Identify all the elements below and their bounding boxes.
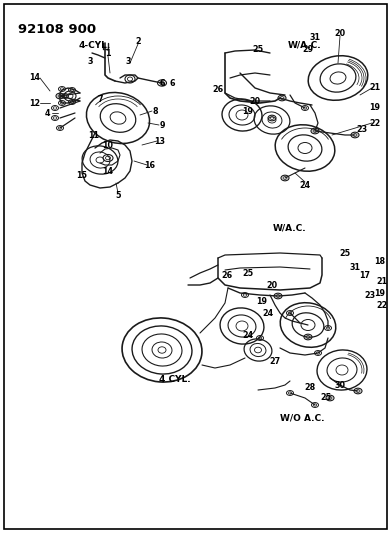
Text: 19: 19 [375, 288, 386, 297]
Text: 16: 16 [145, 160, 156, 169]
Text: 18: 18 [375, 256, 386, 265]
Text: 26: 26 [212, 85, 224, 93]
Text: 19: 19 [256, 296, 267, 305]
Text: 9: 9 [159, 120, 165, 130]
Text: 92108 900: 92108 900 [18, 23, 96, 36]
Text: 23: 23 [364, 290, 376, 300]
Text: W/A.C.: W/A.C. [273, 223, 307, 232]
Text: 20: 20 [266, 280, 278, 289]
Text: 20: 20 [334, 28, 346, 37]
Text: 10: 10 [102, 141, 113, 149]
Text: 13: 13 [154, 136, 165, 146]
Text: 12: 12 [29, 99, 41, 108]
Text: 24: 24 [300, 181, 310, 190]
Text: 25: 25 [242, 269, 253, 278]
Text: 4 CYL.: 4 CYL. [159, 376, 191, 384]
Text: 25: 25 [339, 248, 351, 257]
Text: 25: 25 [321, 393, 332, 402]
Text: 22: 22 [369, 118, 380, 127]
Text: 4: 4 [44, 109, 50, 117]
Text: 17: 17 [359, 271, 371, 279]
Text: 4-CYL.: 4-CYL. [79, 41, 111, 50]
Text: 19: 19 [242, 107, 253, 116]
Text: 14: 14 [102, 166, 113, 175]
Text: 7: 7 [97, 95, 103, 104]
Text: 21: 21 [369, 84, 380, 93]
Text: 6: 6 [159, 78, 165, 87]
Text: 30: 30 [334, 381, 346, 390]
Text: 8: 8 [152, 107, 158, 116]
Text: 6: 6 [169, 78, 175, 87]
Text: 24: 24 [242, 330, 253, 340]
Text: 14: 14 [29, 74, 41, 83]
Text: W/O A.C.: W/O A.C. [280, 414, 324, 423]
Text: 27: 27 [269, 357, 281, 366]
Text: 3: 3 [87, 56, 93, 66]
Text: 21: 21 [377, 277, 387, 286]
Text: 31: 31 [310, 34, 321, 43]
Text: 2: 2 [135, 36, 141, 45]
Text: 31: 31 [350, 262, 361, 271]
Text: 26: 26 [221, 271, 233, 279]
Text: 23: 23 [357, 125, 368, 134]
Text: 3: 3 [125, 56, 131, 66]
Text: 11: 11 [88, 132, 99, 141]
Text: W/A.C.: W/A.C. [288, 41, 322, 50]
Text: 28: 28 [304, 384, 316, 392]
Text: 1: 1 [105, 49, 111, 58]
Text: 24: 24 [262, 309, 274, 318]
Text: 15: 15 [77, 171, 88, 180]
Text: 29: 29 [302, 44, 314, 53]
Text: 19: 19 [369, 103, 380, 112]
Text: 25: 25 [253, 44, 264, 53]
Text: 5: 5 [115, 191, 121, 200]
Text: 20: 20 [249, 96, 260, 106]
Text: 22: 22 [377, 301, 387, 310]
